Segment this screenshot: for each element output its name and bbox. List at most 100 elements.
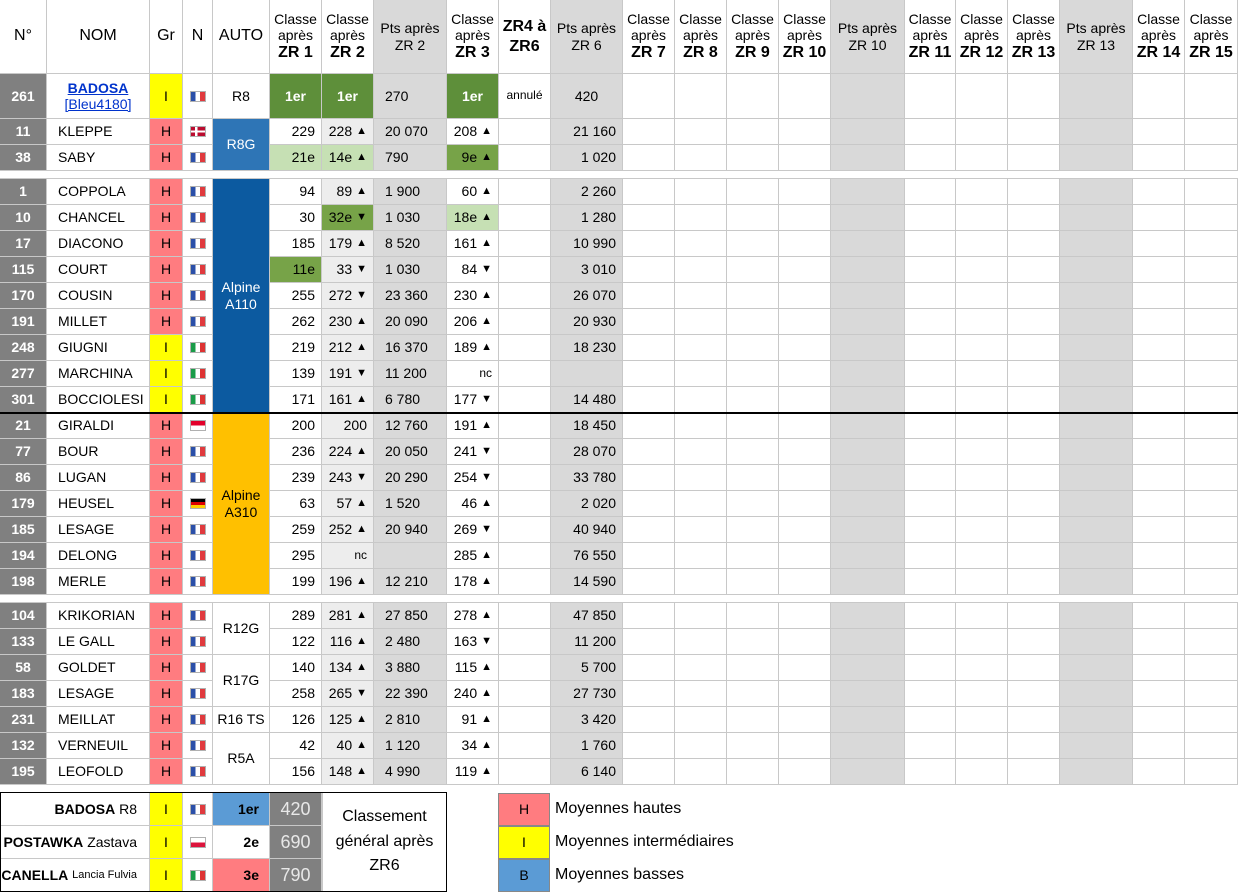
arrow-down-icon: ▼: [356, 263, 367, 276]
cell-zr13: [1008, 361, 1060, 387]
cell-zr15: [1185, 257, 1238, 283]
cell-pts2: 2 810: [374, 707, 447, 733]
value-zr1: 229: [291, 123, 315, 140]
cell-zr2: 179 ▲: [322, 231, 374, 257]
value-zr3: 206: [453, 313, 478, 330]
cell-num: 21: [0, 413, 47, 439]
cell-pts2: 12 210: [374, 569, 447, 595]
cell-zr46: [499, 283, 551, 309]
cell-num: 58: [0, 655, 47, 681]
value-zr2: 272: [328, 287, 353, 304]
cell-zr46: [499, 231, 551, 257]
arrow-up-icon: ▲: [481, 687, 492, 700]
cell-zr3: 241 ▼: [447, 439, 499, 465]
cell-n: [183, 283, 213, 309]
cell-pts2: 790: [374, 145, 447, 171]
cell-zr12: [956, 569, 1008, 595]
cell-n: [183, 74, 213, 119]
cell-zr15: [1185, 629, 1238, 655]
header-zr10-line: Classe: [783, 10, 826, 27]
cell-zr9: [727, 179, 779, 205]
cell-zr14: [1133, 74, 1185, 119]
cell-zr11: [905, 257, 956, 283]
header-zr12-line: ZR 12: [959, 43, 1004, 61]
car-r17g: R17G: [213, 655, 270, 707]
value-zr1: 11e: [292, 261, 315, 278]
arrow-up-icon: ▲: [481, 341, 492, 354]
header-zr46: ZR4 à ZR6: [499, 0, 551, 74]
cell-pts10: [831, 74, 905, 119]
header-zr12-line: après: [963, 26, 1000, 43]
cell-zr1: 63: [270, 491, 322, 517]
header-zr15-line: ZR 15: [1189, 43, 1233, 61]
cell-zr12: [956, 491, 1008, 517]
arrow-up-icon: ▲: [356, 739, 367, 752]
cell-zr3: 1er: [447, 74, 499, 119]
value-zr1: 289: [291, 607, 315, 624]
cell-gr: H: [150, 257, 183, 283]
cell-pts10: [831, 759, 905, 785]
flag-fr-icon: [189, 238, 206, 249]
cell-zr10: [779, 759, 831, 785]
cell-name: LEOFOLD: [47, 759, 150, 785]
arrow-up-icon: ▲: [356, 237, 367, 250]
cell-zr12: [956, 231, 1008, 257]
value-zr2: 230: [328, 313, 353, 330]
value-zr2: 228: [328, 123, 353, 140]
cell-zr2: 200: [322, 413, 374, 439]
cell-zr13: [1008, 439, 1060, 465]
cell-zr46: [499, 569, 551, 595]
cell-pts2: 1 520: [374, 491, 447, 517]
cell-zr12: [956, 603, 1008, 629]
value-zr3: 46: [461, 495, 478, 512]
value-zr2: 40: [336, 737, 353, 754]
value-zr3: 115: [454, 659, 478, 676]
cell-zr13: [1008, 517, 1060, 543]
cell-zr10: [779, 145, 831, 171]
header-zr1-line: ZR 1: [278, 43, 313, 61]
cell-pts2: 20 090: [374, 309, 447, 335]
cell-num: 301: [0, 387, 47, 413]
cell-pts10: [831, 387, 905, 413]
cell-pts13: [1060, 569, 1133, 595]
cell-pts13: [1060, 543, 1133, 569]
cell-zr15: [1185, 655, 1238, 681]
cell-n: [183, 759, 213, 785]
cell-zr3: 84 ▼: [447, 257, 499, 283]
cell-zr11: [905, 119, 956, 145]
cell-zr46: [499, 491, 551, 517]
cell-zr12: [956, 179, 1008, 205]
cell-zr1: 289: [270, 603, 322, 629]
cell-zr15: [1185, 491, 1238, 517]
cell-gr: I: [150, 361, 183, 387]
cell-zr15: [1185, 361, 1238, 387]
header-pts2: Pts après ZR 2: [374, 0, 447, 74]
cell-zr11: [905, 231, 956, 257]
cell-zr7: [623, 655, 675, 681]
cell-zr7: [623, 309, 675, 335]
cell-zr13: [1008, 707, 1060, 733]
cell-zr11: [905, 491, 956, 517]
cell-zr46: [499, 681, 551, 707]
header-zr2-line: ZR 2: [330, 43, 365, 61]
cell-zr8: [675, 543, 727, 569]
flag-it-icon: [189, 368, 206, 379]
cell-zr9: [727, 439, 779, 465]
driver-link[interactable]: BADOSA [Bleu4180]: [47, 74, 150, 119]
arrow-up-icon: ▲: [356, 523, 367, 536]
arrow-down-icon: ▼: [356, 471, 367, 484]
group-spacer: [0, 171, 1238, 179]
cell-zr1: 122: [270, 629, 322, 655]
cell-zr7: [623, 335, 675, 361]
header-n: N: [183, 0, 213, 74]
cell-pts10: [831, 205, 905, 231]
header-zr8-line: après: [682, 26, 719, 43]
header-zr3-line: Classe: [451, 10, 494, 27]
cell-num: 179: [0, 491, 47, 517]
car-alpine-a310-line: A310: [224, 503, 258, 520]
value-zr2: 196: [328, 573, 353, 590]
cell-zr13: [1008, 74, 1060, 119]
header-pts2-line: ZR 2: [394, 36, 426, 53]
flag-fr-icon: [189, 740, 206, 751]
